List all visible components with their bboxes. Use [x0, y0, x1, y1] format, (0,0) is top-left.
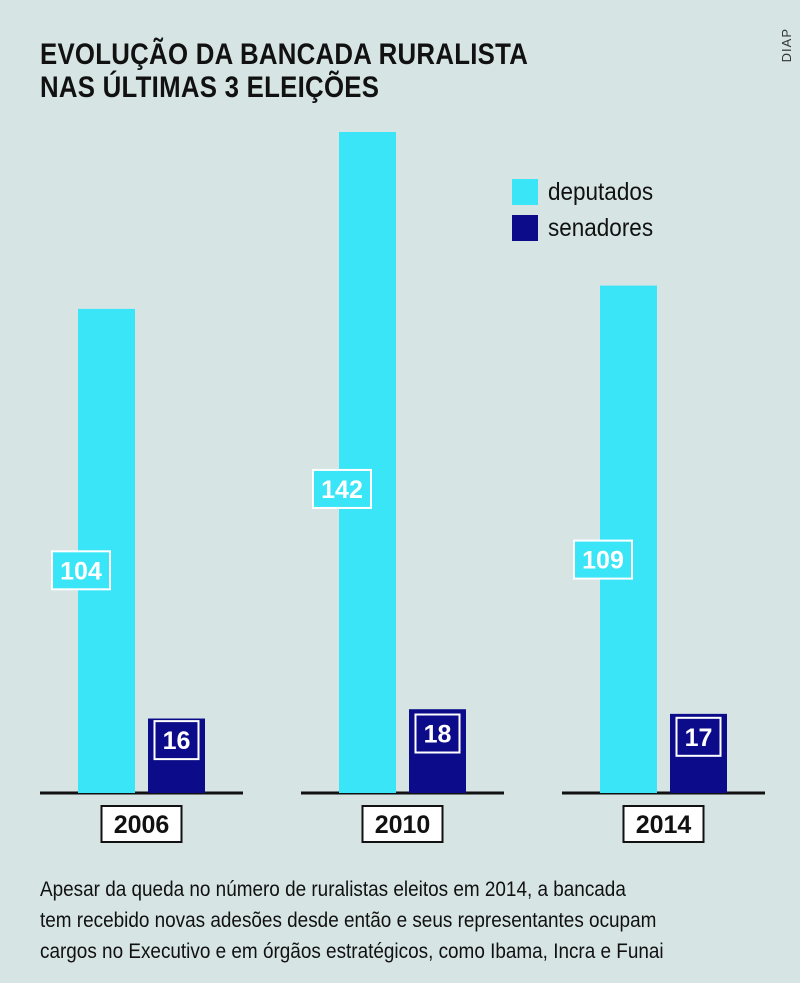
data-label-deputados-2006: 104	[60, 557, 102, 585]
data-label-box-deputados-2006	[51, 550, 111, 591]
data-label-box-senadores-2010	[414, 713, 461, 754]
chart-title: EVOLUÇÃO DA BANCADA RURALISTA NAS ÚLTIMA…	[40, 38, 528, 104]
title-line-2: NAS ÚLTIMAS 3 ELEIÇÕES	[40, 71, 380, 104]
category-label-2006: 2006	[114, 811, 170, 839]
category-label-2010: 2010	[375, 811, 431, 839]
legend-item-deputados: deputados	[512, 174, 665, 210]
legend-swatch-deputados	[512, 179, 538, 205]
baseline-2006	[40, 791, 243, 795]
data-label-box-deputados-2010	[312, 468, 372, 509]
data-label-deputados-2014: 109	[582, 547, 624, 575]
caption-line-3: cargos no Executivo e em órgãos estratég…	[40, 939, 664, 963]
data-label-senadores-2014: 17	[685, 724, 713, 752]
bar-deputados-2014	[600, 285, 657, 793]
bar-deputados-2010	[339, 132, 396, 793]
title-line-1: EVOLUÇÃO DA BANCADA RURALISTA	[40, 38, 529, 71]
legend-label-senadores: senadores	[548, 213, 654, 242]
baseline-2014	[562, 791, 765, 795]
category-label-box-2006	[100, 805, 183, 843]
data-label-box-senadores-2014	[675, 716, 722, 757]
data-label-senadores-2010: 18	[424, 721, 452, 749]
baseline-2010	[301, 791, 504, 795]
caption: Apesar da queda no número de ruralistas …	[40, 874, 664, 967]
data-label-deputados-2010: 142	[321, 476, 363, 504]
category-label-box-2014	[622, 805, 705, 843]
data-label-box-senadores-2006	[153, 720, 200, 761]
category-label-box-2010	[361, 805, 444, 843]
caption-line-2: tem recebido novas adesões desde então e…	[40, 908, 657, 932]
legend-swatch-senadores	[512, 215, 538, 241]
category-label-2014: 2014	[636, 811, 692, 839]
bar-chart: 104 16 2006 142 18 2010 109 17 2014	[40, 132, 765, 843]
legend-label-deputados: deputados	[548, 177, 654, 206]
legend-item-senadores: senadores	[512, 210, 665, 246]
data-label-box-deputados-2014	[573, 539, 633, 580]
data-label-senadores-2006: 16	[163, 727, 191, 755]
caption-line-1: Apesar da queda no número de ruralistas …	[40, 877, 626, 901]
legend: deputados senadores	[512, 174, 665, 246]
